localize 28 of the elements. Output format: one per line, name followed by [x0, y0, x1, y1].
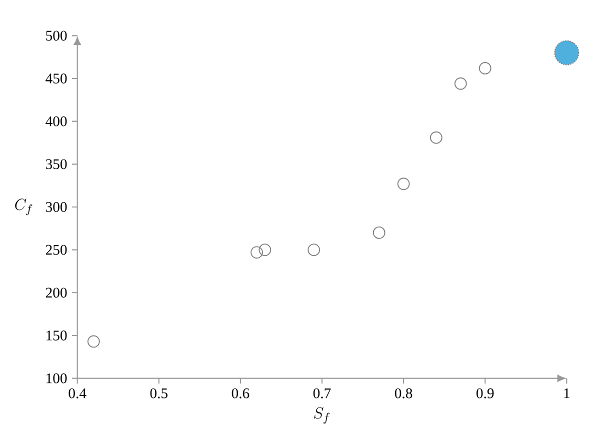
- x-tick-label: 0.7: [313, 388, 331, 398]
- y-axis-title: $C_f$: [15, 198, 32, 216]
- x-tick-label: 0.9: [476, 388, 494, 398]
- y-tick-label: 250: [46, 244, 67, 255]
- y-tick-label: 100: [46, 373, 67, 384]
- point: [397, 178, 410, 190]
- y-tick-label: 300: [46, 202, 67, 212]
- x-tick-label: 0.5: [150, 388, 168, 398]
- point: [250, 246, 263, 259]
- x-tick-label: 0.4: [68, 388, 86, 398]
- x-axis-title: $S_f$: [314, 407, 330, 424]
- point: [430, 131, 442, 144]
- point: [554, 40, 580, 66]
- point: [478, 62, 492, 74]
- x-tick-label: 0.8: [394, 388, 412, 398]
- y-tick-label: 200: [46, 288, 67, 298]
- y-tick-label: 350: [46, 159, 67, 170]
- y-tick-label: 150: [46, 330, 67, 340]
- y-tick-label: 400: [46, 116, 67, 126]
- y-tick-label: 500: [46, 30, 67, 41]
- point: [454, 77, 467, 90]
- point: [372, 226, 386, 239]
- x-tick-label: 1: [564, 388, 570, 398]
- point: [308, 244, 320, 256]
- point: [258, 244, 272, 256]
- point: [87, 335, 100, 348]
- y-tick-label: 450: [46, 74, 67, 84]
- x-tick-label: 0.6: [232, 388, 250, 398]
